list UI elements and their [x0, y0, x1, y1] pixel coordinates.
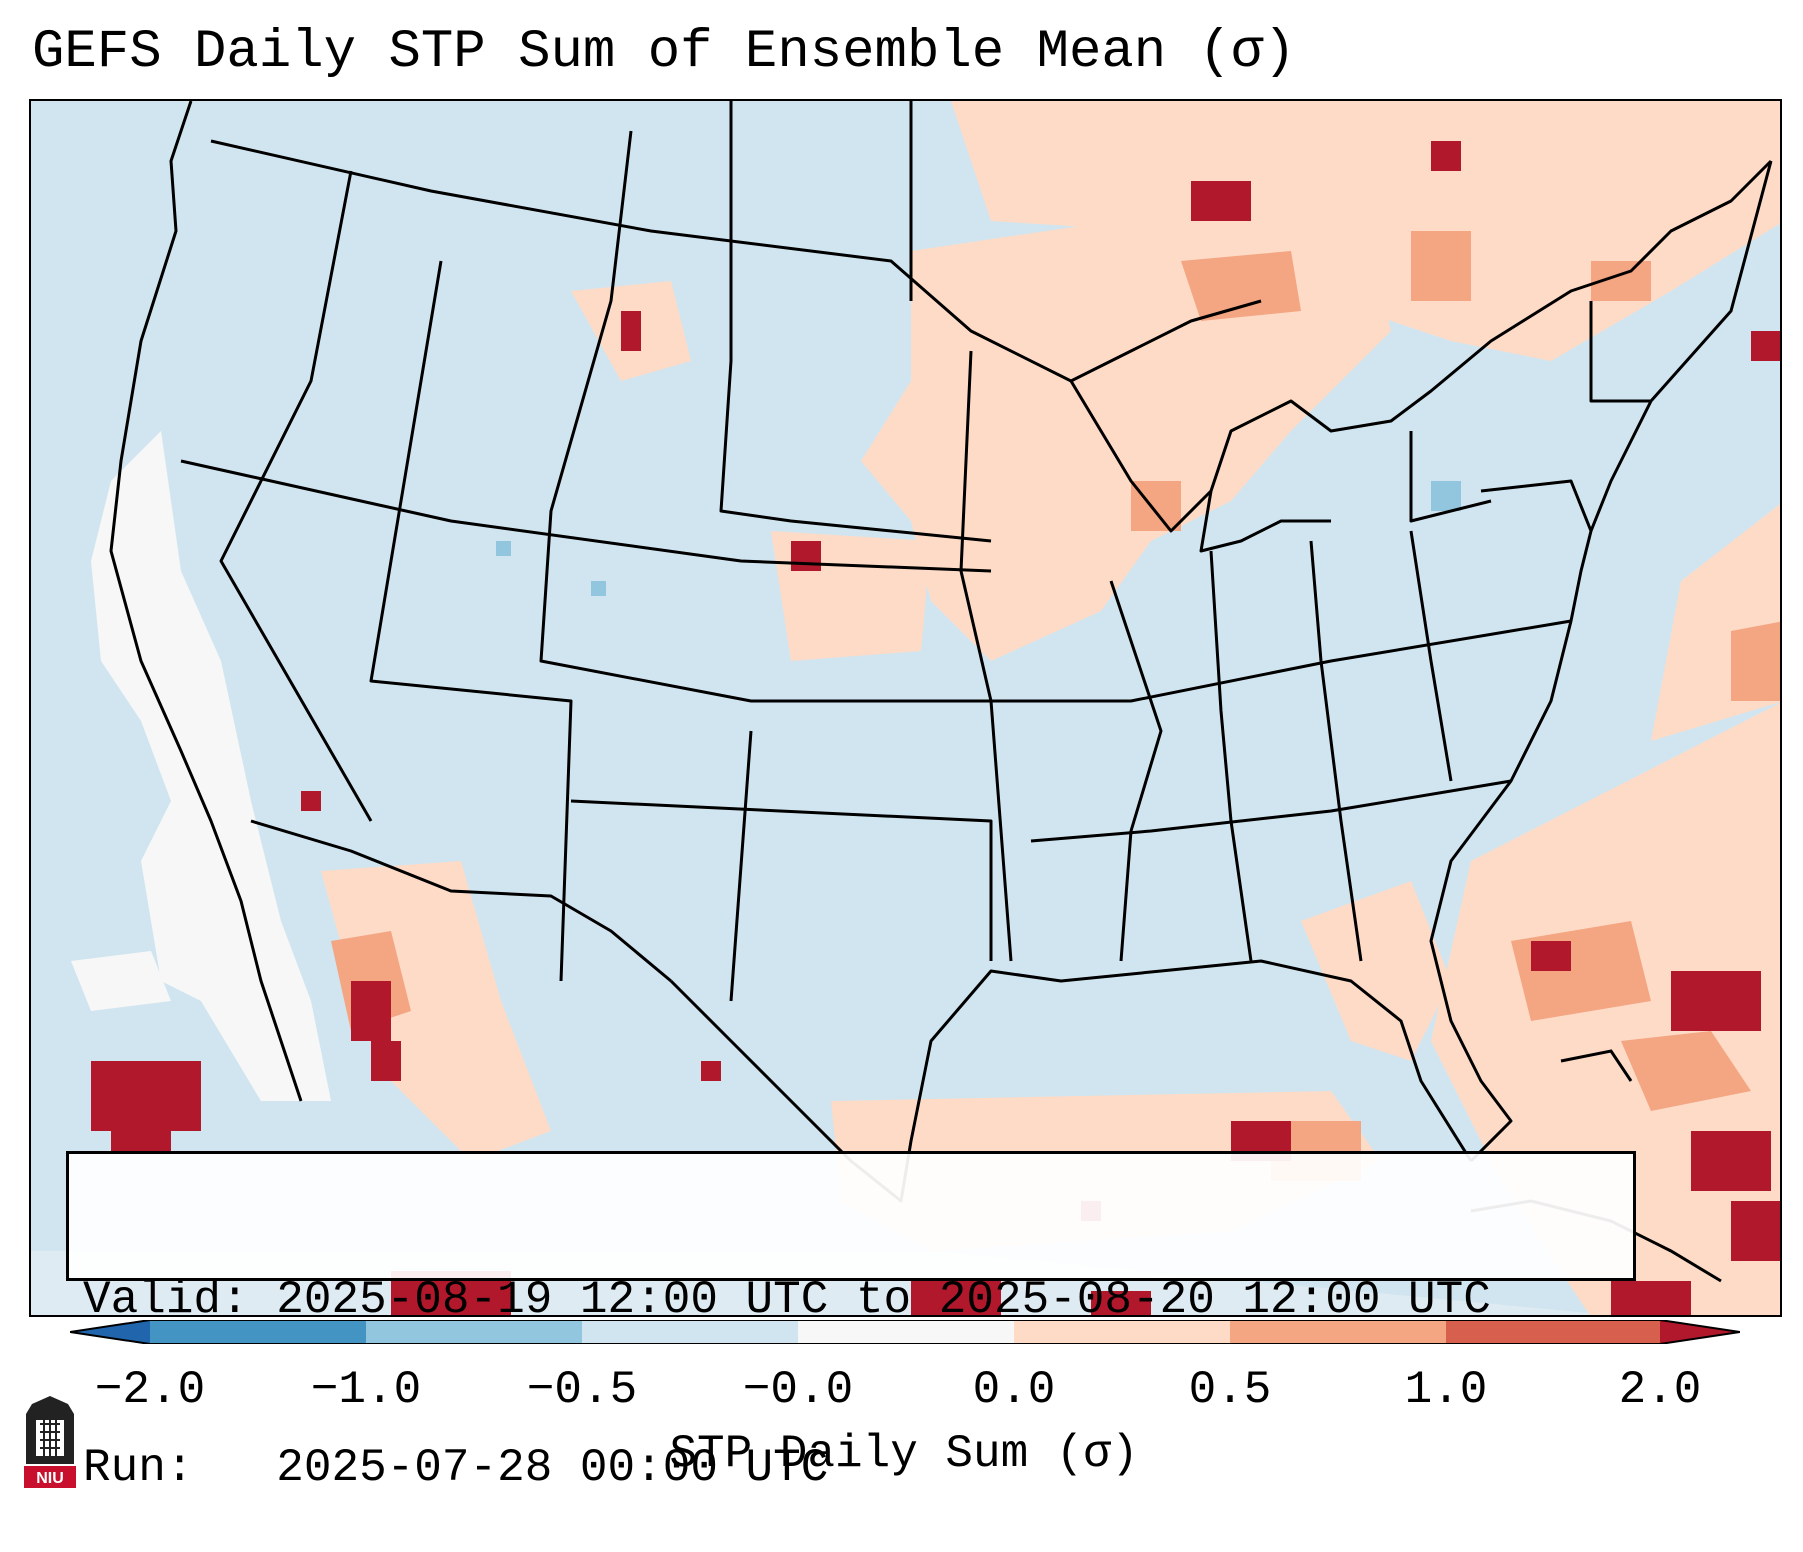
colorbar-segment-2 — [366, 1320, 582, 1344]
colorbar-segment-6 — [1230, 1320, 1446, 1344]
colorbar-tick-label: −1.0 — [310, 1364, 422, 1416]
logo-text: NIU — [36, 1470, 64, 1487]
colorbar-tick-label: −2.0 — [94, 1364, 206, 1416]
niu-logo: NIU — [24, 1396, 76, 1488]
colorbar-tick-label: 2.0 — [1618, 1364, 1702, 1416]
colorbar-tick-label: −0.5 — [526, 1364, 638, 1416]
colorbar-tick-label: −0.0 — [742, 1364, 854, 1416]
run-value: 2025-07-28 00:00 UTC — [276, 1442, 829, 1494]
state-boundaries — [109, 101, 1773, 1203]
colorbar — [70, 1320, 1740, 1344]
valid-label: Valid: — [83, 1274, 249, 1326]
colorbar-extend-min — [70, 1320, 150, 1344]
colorbar-label: STP Daily Sum (σ) — [669, 1428, 1139, 1480]
colorbar-extend-max — [1660, 1320, 1740, 1344]
colorbar-segment-5 — [1014, 1320, 1230, 1344]
colorbar-segment-3 — [582, 1320, 798, 1344]
run-row: Run: 2025-07-28 00:00 UTC — [83, 1440, 1633, 1496]
colorbar-segment-4 — [798, 1320, 1014, 1344]
map-title: GEFS Daily STP Sum of Ensemble Mean (σ) — [32, 22, 1296, 83]
positive-field-light — [321, 101, 1780, 1315]
colorbar-segment-1 — [150, 1320, 366, 1344]
valid-row: Valid: 2025-08-19 12:00 UTC to 2025-08-2… — [83, 1272, 1633, 1328]
colorbar-tick-label: 1.0 — [1404, 1364, 1488, 1416]
map-canvas — [31, 101, 1780, 1315]
validity-info-box: Valid: 2025-08-19 12:00 UTC to 2025-08-2… — [66, 1151, 1636, 1494]
colorbar-tick-label: 0.0 — [972, 1364, 1056, 1416]
colorbar-tick-label: 0.5 — [1188, 1364, 1272, 1416]
run-label: Run: — [83, 1442, 194, 1494]
valid-value: 2025-08-19 12:00 UTC to 2025-08-20 12:00… — [276, 1274, 1491, 1326]
map-panel[interactable] — [29, 99, 1782, 1317]
colorbar-segment-7 — [1446, 1320, 1660, 1344]
negative-field — [496, 481, 1461, 596]
